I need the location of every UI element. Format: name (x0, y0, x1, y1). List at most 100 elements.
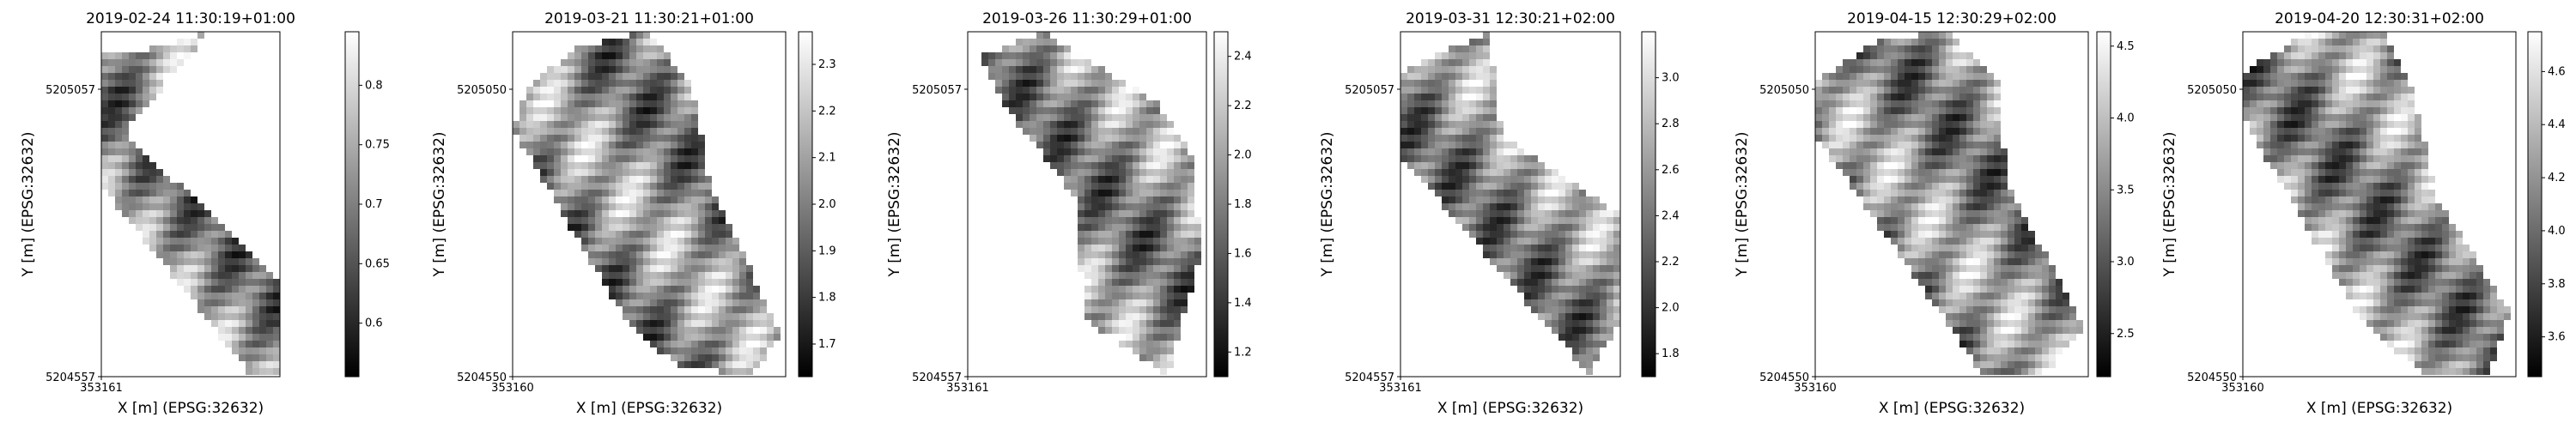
heatmap-cell (1531, 251, 1538, 258)
heatmap-cell (129, 148, 136, 155)
heatmap-cell (609, 183, 616, 190)
heatmap-cell (691, 114, 698, 121)
heatmap-cell (2312, 80, 2318, 87)
heatmap-cell (1174, 334, 1181, 341)
heatmap-cell (554, 135, 561, 142)
heatmap-cell (2305, 176, 2312, 183)
heatmap-cell (1980, 327, 1987, 334)
heatmap-cell (2250, 94, 2257, 100)
heatmap-cell (266, 279, 273, 286)
heatmap-cell (595, 128, 602, 135)
heatmap-cell (568, 224, 574, 231)
heatmap-cell (2401, 190, 2408, 196)
heatmap-cell (1483, 32, 1490, 39)
heatmap-cell (1953, 87, 1959, 94)
heatmap-cell (1160, 142, 1167, 148)
heatmap-cell (1959, 128, 1966, 135)
heatmap-cell (684, 306, 691, 313)
heatmap-cell (197, 272, 204, 279)
heatmap-cell (2435, 238, 2442, 245)
heatmap-cell (2346, 162, 2353, 169)
heatmap-cell (643, 286, 650, 293)
heatmap-cell (1462, 217, 1469, 224)
heatmap-cell (2394, 59, 2401, 66)
heatmap-cell (2346, 190, 2353, 196)
heatmap-cell (2298, 39, 2305, 45)
heatmap-cell (2360, 32, 2366, 39)
heatmap-cell (191, 293, 197, 299)
heatmap-cell (2463, 245, 2470, 251)
colorbar-tick-label: 3.5 (2117, 184, 2135, 196)
heatmap-cell (1153, 347, 1160, 354)
heatmap-cell (1483, 224, 1490, 231)
heatmap-cell (1167, 162, 1174, 169)
heatmap-cell (1863, 45, 1870, 52)
heatmap-cell (2470, 258, 2476, 265)
heatmap-cell (239, 299, 246, 306)
heatmap-cell (643, 45, 650, 52)
heatmap-cell (595, 148, 602, 155)
heatmap-cell (1050, 45, 1057, 52)
y-tick-label: 5204550 (1759, 372, 1809, 384)
heatmap-cell (2380, 107, 2387, 114)
heatmap-cell (1822, 94, 1829, 100)
heatmap-cell (1126, 238, 1133, 245)
heatmap-cell (2373, 217, 2380, 224)
heatmap-cell (177, 245, 184, 251)
heatmap-cell (2394, 107, 2401, 114)
heatmap-cell (259, 299, 266, 306)
heatmap-cell (1531, 169, 1538, 176)
heatmap-cell (595, 224, 602, 231)
heatmap-cell (1167, 190, 1174, 196)
heatmap-cell (2042, 279, 2049, 286)
heatmap-cell (1925, 45, 1932, 52)
heatmap-cell (581, 176, 588, 183)
heatmap-cell (1572, 334, 1579, 341)
heatmap-cell (616, 265, 623, 272)
heatmap-cell (1057, 52, 1064, 59)
heatmap-cell (1469, 148, 1476, 155)
heatmap-cell (1593, 293, 1600, 299)
heatmap-cell (1105, 128, 1112, 135)
heatmap-cell (2056, 341, 2063, 347)
heatmap-cell (726, 293, 732, 299)
heatmap-cell (2387, 162, 2394, 169)
heatmap-cell (1939, 135, 1946, 142)
heatmap-cell (1946, 66, 1953, 73)
heatmap-cell (101, 142, 108, 148)
heatmap-cell (1579, 354, 1586, 361)
heatmap-cell (1078, 196, 1084, 203)
heatmap-cell (1905, 142, 1911, 148)
heatmap-cell (1870, 45, 1877, 52)
heatmap-cell (2373, 183, 2380, 190)
heatmap-cell (1932, 66, 1939, 73)
heatmap-cell (1084, 293, 1091, 299)
heatmap-cell (1126, 245, 1133, 251)
heatmap-cell (1572, 210, 1579, 217)
heatmap-cell (671, 100, 677, 107)
heatmap-cell (2325, 73, 2332, 80)
heatmap-cell (1449, 135, 1455, 142)
heatmap-cell (1987, 107, 1994, 114)
heatmap-cell (595, 231, 602, 238)
heatmap-cell (547, 162, 554, 169)
heatmap-cell (1435, 80, 1442, 87)
heatmap-cell (664, 135, 671, 142)
heatmap-cell (636, 183, 643, 190)
heatmap-cell (1407, 94, 1414, 100)
heatmap-cell (1877, 169, 1884, 176)
heatmap-cell (1884, 210, 1891, 217)
heatmap-cell (1139, 176, 1146, 183)
heatmap-cell (2318, 162, 2325, 169)
heatmap-cell (2332, 258, 2339, 265)
heatmap-cell (1836, 162, 1843, 169)
heatmap-cell (1911, 121, 1918, 128)
heatmap-cell (2270, 87, 2277, 94)
heatmap-cell (677, 258, 684, 265)
heatmap-cell (2353, 258, 2360, 265)
heatmap-cell (2291, 52, 2298, 59)
heatmap-cell (1105, 313, 1112, 320)
heatmap-cell (1898, 196, 1905, 203)
heatmap-cell (1105, 210, 1112, 217)
heatmap-cell (1112, 100, 1119, 107)
